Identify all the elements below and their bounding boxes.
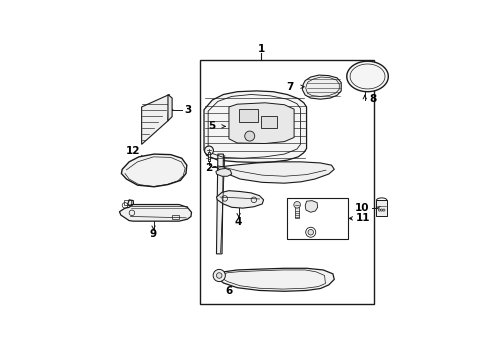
Circle shape <box>383 209 385 211</box>
Circle shape <box>381 209 383 211</box>
Text: 3: 3 <box>184 105 191 115</box>
Bar <box>200 60 374 304</box>
Bar <box>123 201 130 204</box>
Text: 5: 5 <box>208 121 216 131</box>
Polygon shape <box>142 94 170 144</box>
Polygon shape <box>217 154 223 254</box>
Text: 8: 8 <box>369 94 377 104</box>
Polygon shape <box>305 201 318 212</box>
Polygon shape <box>168 94 172 121</box>
Circle shape <box>213 269 225 282</box>
Polygon shape <box>302 75 341 99</box>
Circle shape <box>245 131 255 141</box>
Circle shape <box>217 273 222 278</box>
Text: 6: 6 <box>225 286 233 296</box>
Text: 2: 2 <box>205 163 213 174</box>
Circle shape <box>294 202 300 208</box>
Text: 7: 7 <box>287 82 294 92</box>
Bar <box>295 207 299 218</box>
Bar <box>287 198 348 239</box>
Bar <box>239 109 258 122</box>
Text: 12: 12 <box>126 146 141 156</box>
Polygon shape <box>212 162 334 183</box>
Text: 1: 1 <box>257 44 265 54</box>
Bar <box>261 116 277 128</box>
Circle shape <box>378 209 381 211</box>
Text: 10: 10 <box>355 203 370 213</box>
Bar <box>208 152 210 161</box>
Polygon shape <box>347 61 389 92</box>
Polygon shape <box>204 91 307 162</box>
Polygon shape <box>217 191 264 208</box>
Polygon shape <box>216 168 232 176</box>
Circle shape <box>204 146 214 155</box>
Text: 11: 11 <box>356 213 370 224</box>
Bar <box>172 215 179 219</box>
Polygon shape <box>215 268 334 291</box>
Bar <box>376 201 387 216</box>
Text: 4: 4 <box>235 217 243 227</box>
Text: 9: 9 <box>150 229 157 239</box>
Polygon shape <box>229 103 294 144</box>
Circle shape <box>308 229 314 235</box>
Polygon shape <box>122 154 187 187</box>
Polygon shape <box>120 200 192 221</box>
